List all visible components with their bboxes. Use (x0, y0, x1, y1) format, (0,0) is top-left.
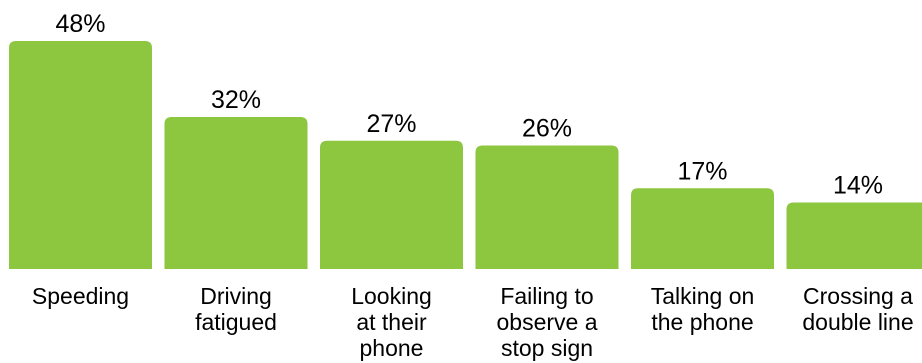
category-label-line: Speeding (32, 283, 129, 309)
category-label-line: fatigued (195, 309, 277, 335)
bar-3 (475, 145, 619, 269)
bar-1 (164, 117, 308, 269)
bar-5 (786, 202, 922, 269)
value-label-0: 48% (55, 10, 105, 38)
category-label-line: Crossing a (803, 283, 913, 309)
value-label-3: 26% (522, 115, 572, 143)
category-labels-layer: Speeding Driving fatigued Looking at their ph… (32, 283, 914, 361)
category-label-5: Crossing a double line (802, 283, 913, 335)
category-label-line: double line (802, 309, 913, 335)
value-label-1: 32% (211, 86, 261, 114)
bar-4 (631, 188, 774, 269)
bars-layer (9, 41, 922, 269)
category-label-0: Speeding (32, 283, 129, 309)
value-label-2: 27% (366, 110, 416, 138)
category-label-2: Looking at their phone (351, 283, 432, 361)
value-label-5: 14% (833, 172, 883, 200)
category-label-3: Failing to observe a stop sign (496, 283, 597, 361)
category-label-1: Driving fatigued (195, 283, 277, 335)
value-labels-layer: 48% 32% 27% 26% 17% 14% (55, 10, 883, 200)
category-label-line: the phone (651, 309, 753, 335)
category-label-line: phone (360, 335, 424, 361)
category-label-line: Talking on (651, 283, 755, 309)
bar-0 (9, 41, 152, 269)
category-label-line: stop sign (501, 335, 593, 361)
category-label-line: Failing to (500, 283, 593, 309)
bar-2 (320, 140, 463, 269)
category-label-line: Driving (200, 283, 272, 309)
category-label-line: Looking (351, 283, 432, 309)
category-label-line: at their (356, 309, 427, 335)
value-label-4: 17% (677, 157, 727, 185)
category-label-4: Talking on the phone (651, 283, 755, 335)
category-label-line: observe a (496, 309, 597, 335)
